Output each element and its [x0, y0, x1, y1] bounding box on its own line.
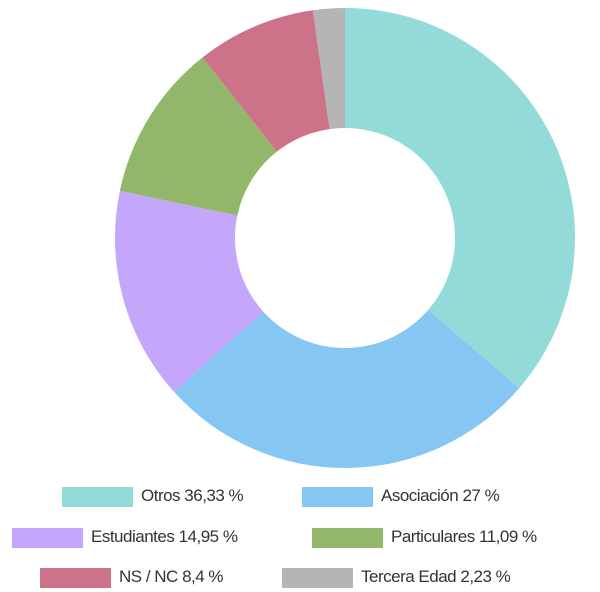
- legend-label: Otros 36,33 %: [141, 486, 244, 505]
- legend-item: Tercera Edad 2,23 %: [282, 567, 511, 588]
- legend-item: NS / NC 8,4 %: [40, 567, 224, 588]
- legend-item: Asociación 27 %: [302, 486, 500, 507]
- legend-label: Particulares 11,09 %: [391, 527, 537, 546]
- legend-swatch: [312, 528, 383, 548]
- slice: [202, 10, 330, 152]
- legend-swatch: [12, 528, 83, 548]
- legend-value: 14,95 %: [179, 527, 238, 546]
- legend-swatch: [62, 487, 133, 507]
- legend-value: 36,33 %: [184, 486, 243, 505]
- slice: [115, 190, 264, 392]
- legend-name: NS / NC: [119, 567, 178, 586]
- legend-name: Particulares: [391, 527, 475, 546]
- slice: [345, 8, 575, 389]
- legend-value: 8,4 %: [182, 567, 223, 586]
- legend-label: Asociación 27 %: [381, 486, 500, 505]
- legend-swatch: [282, 568, 353, 588]
- slice: [312, 8, 345, 130]
- slice: [119, 57, 277, 216]
- legend-label: NS / NC 8,4 %: [119, 567, 223, 586]
- legend-swatch: [40, 568, 111, 588]
- legend-item: Estudiantes 14,95 %: [12, 527, 238, 548]
- legend-name: Asociación: [381, 486, 458, 505]
- legend-value: 27 %: [462, 486, 499, 505]
- legend-value: 11,09 %: [479, 527, 537, 546]
- legend-name: Estudiantes: [91, 527, 174, 546]
- legend-label: Tercera Edad 2,23 %: [361, 567, 511, 586]
- legend-item: Otros 36,33 %: [62, 486, 244, 507]
- legend-swatch: [302, 487, 373, 507]
- legend-value: 2,23 %: [460, 567, 510, 586]
- legend-item: Particulares 11,09 %: [312, 527, 538, 548]
- slice: [174, 309, 520, 468]
- legend-name: Otros: [141, 486, 180, 505]
- legend-label: Estudiantes 14,95 %: [91, 527, 238, 546]
- legend-name: Tercera Edad: [361, 567, 456, 586]
